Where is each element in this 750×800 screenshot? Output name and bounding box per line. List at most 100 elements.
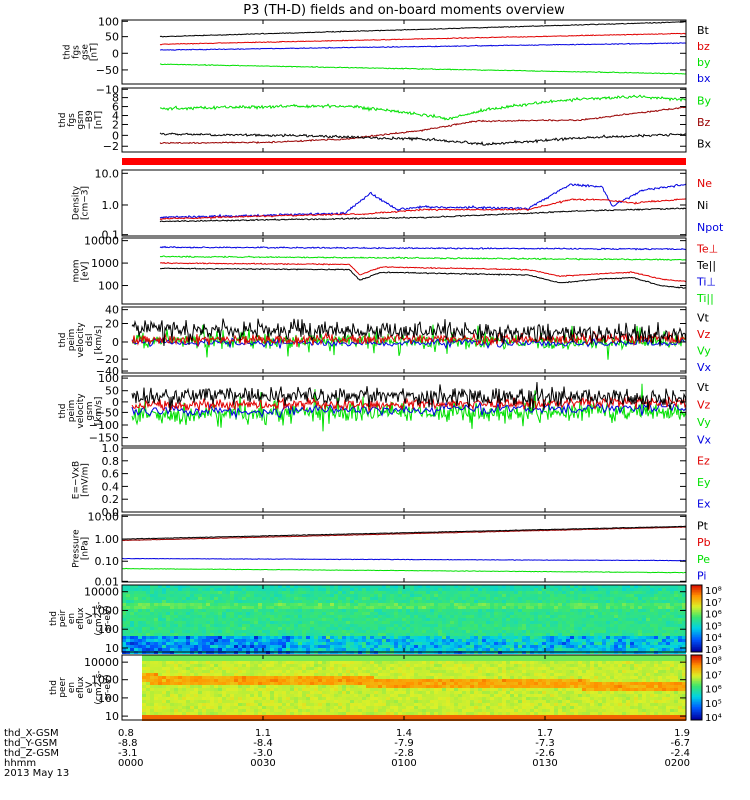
spectrogram-cell: [166, 648, 170, 651]
spectrogram-cell: [534, 585, 538, 588]
spectrogram-cell: [430, 667, 434, 670]
spectrogram-cell: [630, 597, 634, 600]
spectrogram-cell: [166, 618, 170, 621]
spectrogram-cell: [362, 600, 366, 603]
spectrogram-cell: [626, 591, 630, 594]
spectrogram-cell: [238, 688, 242, 691]
spectrogram-cell: [430, 709, 434, 712]
spectrogram-cell: [522, 636, 526, 639]
spectrogram-cell: [326, 591, 330, 594]
spectrogram-cell: [450, 627, 454, 630]
spectrogram-cell: [186, 597, 190, 600]
spectrogram-cell: [410, 670, 414, 673]
spectrogram-cell: [166, 658, 170, 661]
spectrogram-cell: [390, 709, 394, 712]
spectrogram-cell: [546, 624, 550, 627]
spectrogram-cell: [554, 603, 558, 606]
spectrogram-cell: [650, 609, 654, 612]
spectrogram-cell: [514, 615, 518, 618]
spectrogram-cell: [386, 673, 390, 676]
spectrogram-cell: [266, 655, 270, 658]
spectrogram-cell: [330, 621, 334, 624]
spectrogram-cell: [546, 645, 550, 648]
spectrogram-cell: [142, 670, 146, 673]
spectrogram-cell: [522, 624, 526, 627]
spectrogram-cell: [266, 682, 270, 685]
spectrogram-cell: [218, 676, 222, 679]
spectrogram-cell: [346, 673, 350, 676]
spectrogram-cell: [658, 642, 662, 645]
spectrogram-cell: [674, 588, 678, 591]
spectrogram-cell: [358, 585, 362, 588]
spectrogram-cell: [382, 645, 386, 648]
spectrogram-cell: [342, 597, 346, 600]
spectrogram-cell: [170, 685, 174, 688]
spectrogram-cell: [502, 648, 506, 651]
spectrogram-cell: [474, 588, 478, 591]
spectrogram-cell: [382, 633, 386, 636]
spectrogram-cell: [370, 694, 374, 697]
spectrogram-cell: [478, 618, 482, 621]
spectrogram-cell: [294, 688, 298, 691]
spectrogram-cell: [358, 685, 362, 688]
spectrogram-cell: [218, 594, 222, 597]
spectrogram-cell: [270, 691, 274, 694]
spectrogram-cell: [178, 618, 182, 621]
spectrogram-cell: [382, 591, 386, 594]
spectrogram-cell: [350, 600, 354, 603]
spectrogram-cell: [398, 688, 402, 691]
spectrogram-cell: [378, 685, 382, 688]
spectrogram-cell: [206, 703, 210, 706]
spectrogram-cell: [414, 612, 418, 615]
spectrogram-cell: [198, 639, 202, 642]
spectrogram-cell: [370, 639, 374, 642]
spectrogram-cell: [646, 639, 650, 642]
spectrogram-cell: [390, 636, 394, 639]
spectrogram-cell: [410, 618, 414, 621]
spectrogram-cell: [254, 606, 258, 609]
spectrogram-cell: [314, 688, 318, 691]
spectrogram-cell: [310, 670, 314, 673]
spectrogram-cell: [306, 673, 310, 676]
spectrogram-cell: [402, 621, 406, 624]
spectrogram-cell: [214, 706, 218, 709]
spectrogram-cell: [410, 685, 414, 688]
spectrogram-cell: [378, 612, 382, 615]
spectrogram-cell: [546, 621, 550, 624]
spectrogram-cell: [282, 585, 286, 588]
spectrogram-cell: [362, 609, 366, 612]
spectrogram-cell: [178, 633, 182, 636]
spectrogram-cell: [222, 655, 226, 658]
spectrogram-cell: [266, 594, 270, 597]
spectrogram-cell: [166, 630, 170, 633]
spectrogram-cell: [162, 630, 166, 633]
spectrogram-cell: [202, 591, 206, 594]
spectrogram-cell: [342, 630, 346, 633]
spectrogram-cell: [154, 697, 158, 700]
spectrogram-cell: [258, 664, 262, 667]
spectrogram-cell: [194, 685, 198, 688]
spectrogram-cell: [158, 685, 162, 688]
spectrogram-cell: [426, 645, 430, 648]
spectrogram-cell: [150, 679, 154, 682]
spectrogram-cell: [614, 621, 618, 624]
spectrogram-cell: [298, 615, 302, 618]
spectrogram-cell: [542, 612, 546, 615]
spectrogram-cell: [482, 597, 486, 600]
spectrogram-cell: [522, 609, 526, 612]
spectrogram-cell: [206, 658, 210, 661]
spectrogram-cell: [406, 630, 410, 633]
spectrogram-cell: [310, 597, 314, 600]
spectrogram-cell: [490, 588, 494, 591]
spectrogram-cell: [122, 612, 126, 615]
spectrogram-cell: [134, 603, 138, 606]
spectrogram-cell: [650, 624, 654, 627]
spectrogram-cell: [306, 685, 310, 688]
spectrogram-cell: [294, 630, 298, 633]
spectrogram-cell: [266, 703, 270, 706]
spectrogram-cell: [390, 642, 394, 645]
spectrogram-cell: [590, 606, 594, 609]
spectrogram-cell: [530, 636, 534, 639]
spectrogram-cell: [354, 615, 358, 618]
spectrogram-cell: [486, 609, 490, 612]
